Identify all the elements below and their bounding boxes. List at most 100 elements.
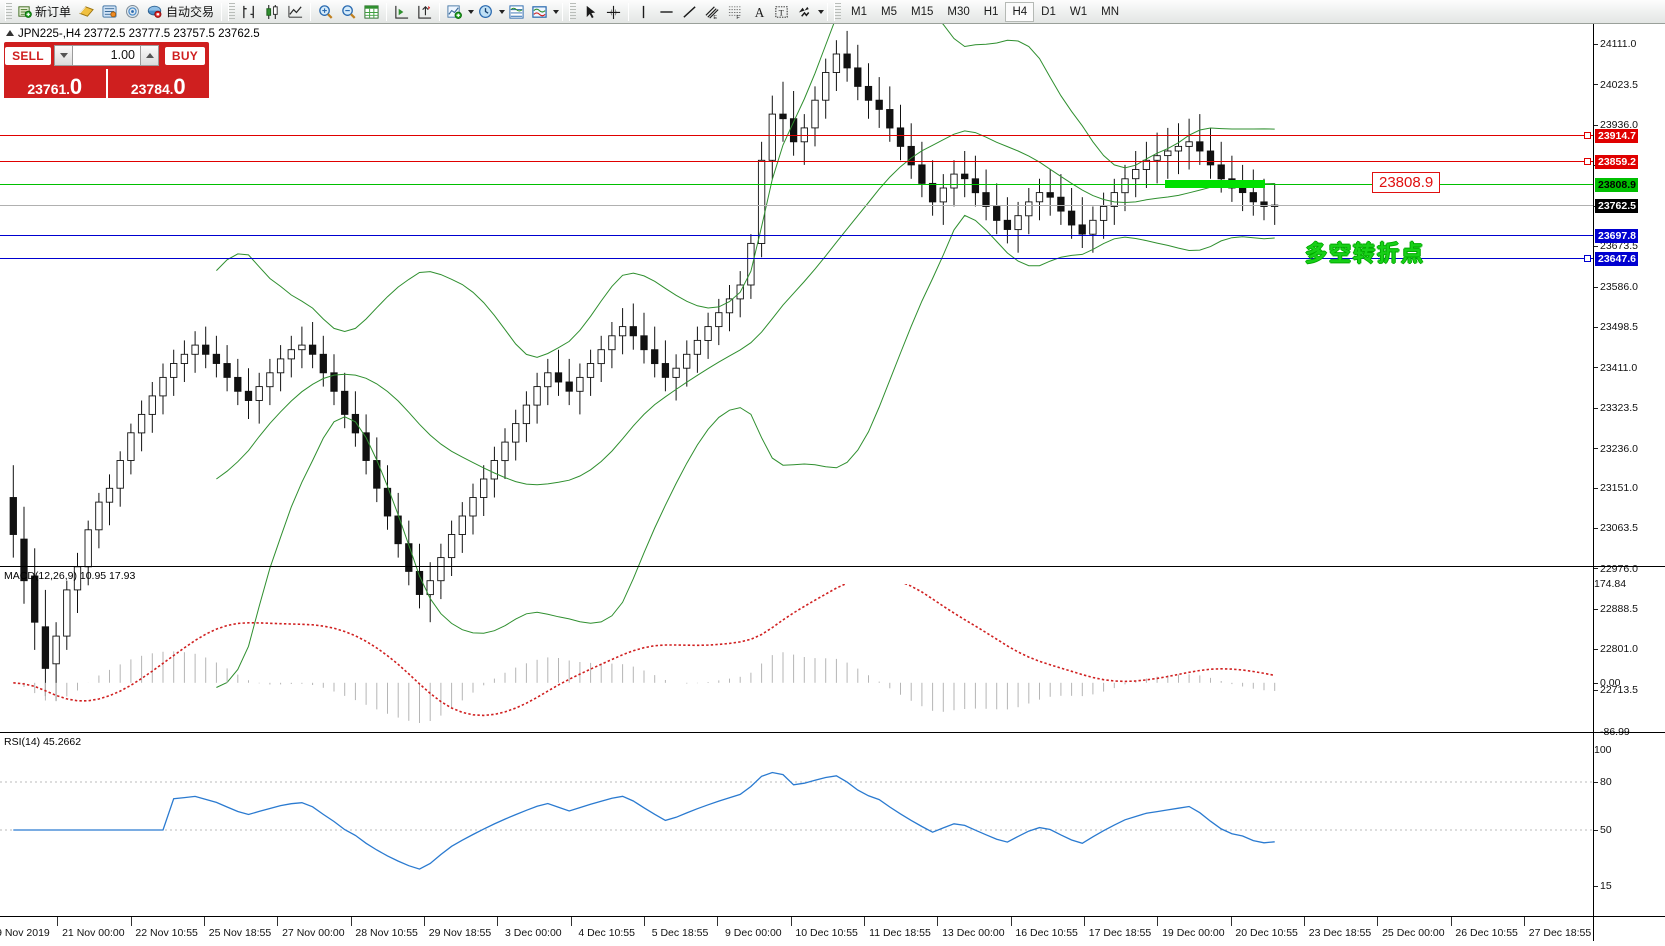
fibonacci-icon[interactable]: F (724, 1, 747, 23)
last-price-line-23762[interactable] (0, 205, 1593, 207)
timeframe-m15[interactable]: M15 (911, 5, 934, 18)
time-label: 28 Nov 10:55 (355, 927, 418, 939)
toolbar-grip-2[interactable] (228, 2, 236, 21)
text-icon[interactable]: A (747, 1, 770, 23)
resistance-line-23859[interactable] (0, 157, 1593, 165)
level-handle[interactable] (1584, 157, 1591, 165)
timeframe-w1[interactable]: W1 (1069, 5, 1088, 18)
timeframe-m30[interactable]: M30 (947, 5, 970, 18)
svg-text:A: A (755, 5, 765, 20)
new-order-label: 新订单 (35, 5, 72, 19)
chart-shift-icon[interactable] (390, 1, 413, 23)
trendline-icon[interactable] (678, 1, 701, 23)
metaeditor-icon[interactable] (75, 1, 98, 23)
data-window-icon[interactable] (360, 1, 383, 23)
target-line-23808[interactable] (0, 183, 1593, 185)
toolbar-grip-3[interactable] (569, 2, 577, 21)
zoom-in-icon[interactable] (314, 1, 337, 23)
candlestick-chart-icon[interactable] (261, 1, 284, 23)
sell-button[interactable]: SELL (4, 42, 52, 69)
terminal-icon[interactable] (98, 1, 121, 23)
volume-input[interactable]: 1.00 (73, 45, 140, 66)
time-divider (570, 917, 572, 926)
time-scale[interactable]: 19 Nov 2019 21 Nov 00:00 22 Nov 10:55 25 No… (0, 916, 1665, 946)
time-label: 16 Dec 10:55 (1015, 927, 1078, 939)
rsi-tick: 80 (1594, 776, 1612, 788)
macd-tick: 0.00 (1594, 677, 1620, 689)
time-divider (1524, 917, 1525, 926)
time-label: 19 Dec 00:00 (1162, 927, 1225, 939)
price-level-badge[interactable]: 23808.9 (1595, 177, 1638, 192)
timeframe-h1[interactable]: H1 (983, 5, 999, 18)
time-label: 9 Dec 00:00 (725, 927, 782, 939)
chart-canvas[interactable]: JPN225-,H4 23772.5 23777.5 23757.5 23762… (0, 24, 1665, 946)
time-label: 10 Dec 10:55 (795, 927, 858, 939)
equidistant-channel-icon[interactable]: E (701, 1, 724, 23)
period-dropdown-caret[interactable] (499, 9, 506, 14)
time-divider (277, 917, 279, 926)
crosshair-icon[interactable] (602, 1, 625, 23)
new-order-button[interactable]: 新订单 (15, 1, 75, 23)
time-divider (57, 917, 59, 926)
timeframe-m1[interactable]: M1 (851, 5, 868, 18)
arrows-dropdown-caret[interactable] (818, 9, 825, 14)
support-line-23697[interactable] (0, 235, 1593, 237)
volume-stepper[interactable]: 1.00 (52, 42, 161, 69)
auto-trading-button[interactable]: 自动交易 (144, 1, 218, 23)
time-divider (717, 917, 719, 926)
templates-dropdown-caret[interactable] (553, 9, 560, 14)
horizontal-line-icon[interactable] (655, 1, 678, 23)
arrows-icon[interactable] (793, 1, 816, 23)
level-handle[interactable] (1584, 132, 1591, 139)
timeframe-m5[interactable]: M5 (881, 5, 897, 18)
toolbar-grip[interactable] (5, 2, 12, 21)
time-divider (1084, 917, 1085, 926)
vertical-line-icon[interactable] (632, 1, 655, 23)
svg-text:F: F (736, 15, 740, 20)
zoom-out-icon[interactable] (337, 1, 360, 23)
timeframe-h4[interactable]: H4 (1005, 1, 1035, 22)
time-divider (204, 917, 205, 926)
line-chart-icon[interactable] (284, 1, 307, 23)
price-tick: 23323.5 (1594, 402, 1638, 414)
cursor-icon[interactable] (579, 1, 602, 23)
collapse-triangle-icon[interactable] (6, 30, 14, 36)
indicators-icon[interactable] (443, 1, 466, 23)
support-line-23647[interactable] (0, 255, 1593, 263)
price-scale[interactable]: 24111.024023.523936.023848.523761.023673… (1593, 24, 1665, 710)
time-label: 27 Dec 18:55 (1528, 927, 1592, 939)
time-label: 25 Nov 18:55 (208, 927, 272, 939)
price-level-badge[interactable]: 23859.2 (1595, 154, 1638, 169)
resistance-line-23914[interactable] (0, 132, 1593, 139)
buy-button[interactable]: BUY (161, 42, 209, 69)
templates-icon[interactable] (505, 1, 528, 23)
indicators-dropdown-caret[interactable] (468, 9, 475, 14)
bid-price[interactable]: 23761. 0 (4, 69, 106, 98)
time-label: 27 Nov 00:00 (282, 927, 345, 939)
svg-text:T: T (779, 7, 785, 17)
price-level-badge[interactable]: 23697.8 (1595, 229, 1638, 244)
volume-increase-button[interactable] (140, 45, 159, 66)
bid-last-digit: 0 (69, 74, 83, 99)
macd-scale: 174.84 0.00 -86.99 (1593, 567, 1665, 738)
ask-price[interactable]: 23784. 0 (107, 69, 209, 98)
timeframe-mn[interactable]: MN (1101, 5, 1119, 18)
price-level-badge[interactable]: 23762.5 (1595, 199, 1638, 214)
price-annotation-23808[interactable]: 23808.9 (1372, 171, 1441, 193)
time-label: 19 Nov 2019 (0, 927, 50, 939)
text-label-icon[interactable]: T (770, 1, 793, 23)
level-handle[interactable] (1584, 255, 1591, 263)
turning-point-annotation[interactable]: 多空转折点 (1305, 241, 1426, 267)
price-level-badge[interactable]: 23914.7 (1595, 129, 1638, 143)
highlight-band[interactable] (1165, 179, 1265, 188)
toolbar-grip-4[interactable] (834, 2, 842, 21)
price-level-badge[interactable]: 23647.6 (1595, 252, 1638, 267)
signals-icon[interactable] (121, 1, 144, 23)
period-clock-icon[interactable] (474, 1, 497, 23)
bar-chart-icon[interactable] (238, 1, 261, 23)
one-click-trading-panel[interactable]: SELL 1.00 BUY 23761. 0 23784. 0 (4, 42, 209, 98)
volume-decrease-button[interactable] (54, 45, 73, 66)
timeframe-d1[interactable]: D1 (1041, 5, 1056, 18)
auto-scroll-icon[interactable] (413, 1, 436, 23)
templates-select-icon[interactable] (528, 1, 551, 23)
